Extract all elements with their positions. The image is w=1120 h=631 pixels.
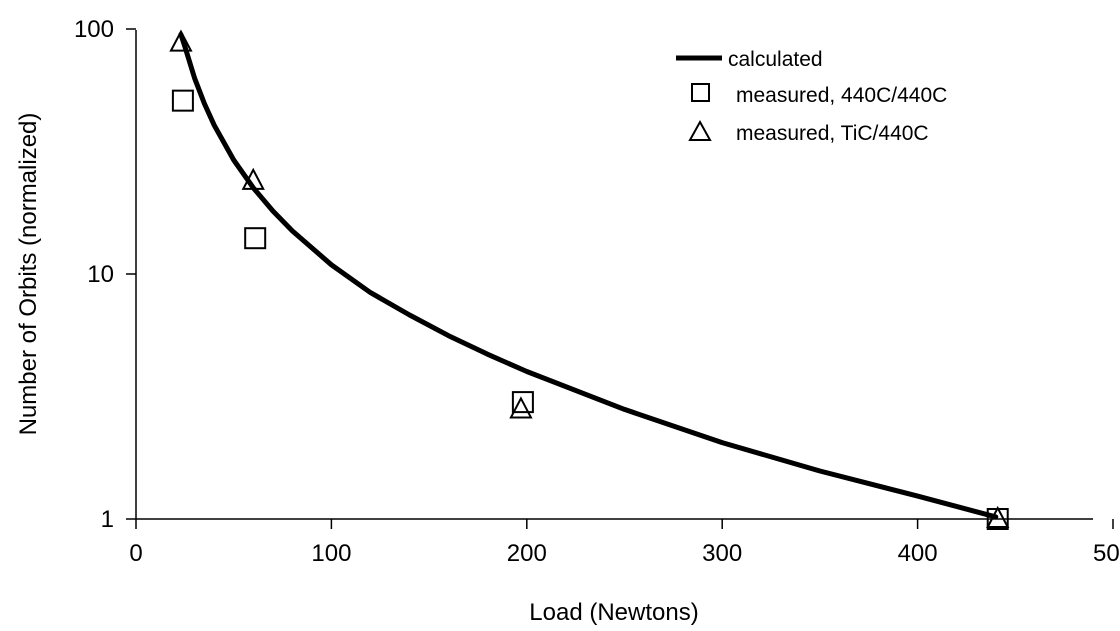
x-axis-title: Load (Newtons) [529, 599, 698, 626]
x-tick-label: 100 [311, 540, 351, 567]
y-tick-label: 10 [87, 261, 114, 288]
x-tick-label: 500 [1093, 540, 1120, 567]
y-tick-label: 100 [74, 16, 114, 43]
legend-label-440c: measured, 440C/440C [736, 84, 947, 107]
point-tic-440c [169, 29, 193, 52]
markers [169, 29, 1010, 530]
point-440c-440c [244, 227, 267, 250]
point-tic-440c [986, 505, 1010, 528]
legend-marker-square [691, 83, 710, 102]
point-440c-440c [511, 391, 534, 414]
x-tick-label: 400 [898, 540, 938, 567]
x-tick-label: 300 [702, 540, 742, 567]
x-ticks: 0 100 200 300 400 500 [129, 519, 1120, 567]
point-tic-440c [509, 396, 533, 419]
legend: calculated measured, 440C/440C measured,… [676, 48, 947, 145]
point-440c-440c [171, 89, 194, 112]
y-ticks: 1 10 100 [74, 16, 136, 533]
x-tick-label: 0 [129, 540, 142, 567]
axes [135, 30, 1093, 520]
legend-marker-triangle [688, 119, 712, 141]
y-tick-label: 1 [101, 506, 114, 533]
x-tick-label: 200 [507, 540, 547, 567]
legend-label-tic: measured, TiC/440C [736, 122, 929, 145]
y-axis-title: Number of Orbits (normalized) [15, 113, 42, 436]
point-tic-440c [241, 167, 265, 190]
legend-label-calculated: calculated [728, 48, 823, 71]
calculated-curve [178, 32, 999, 520]
